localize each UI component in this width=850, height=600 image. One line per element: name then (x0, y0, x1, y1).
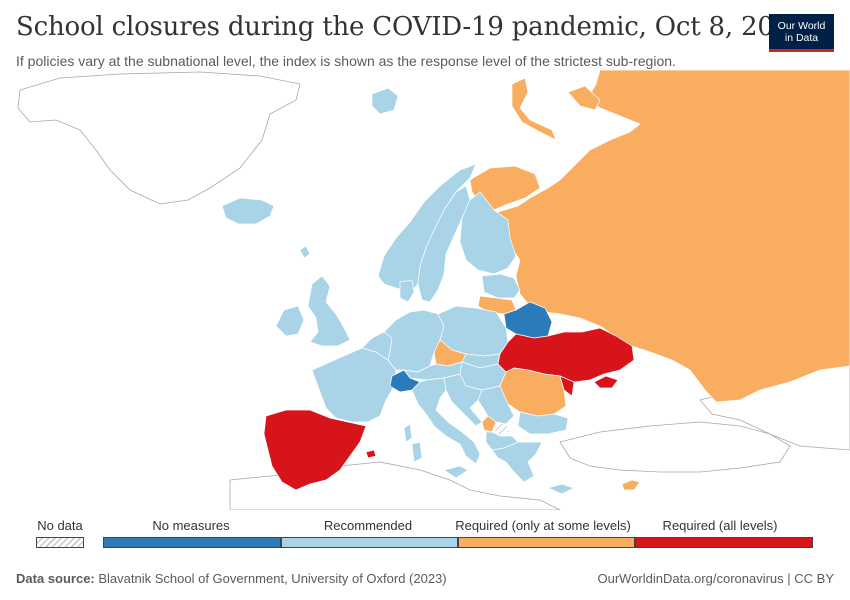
map-legend: No data No measures Recommended Required… (0, 515, 850, 555)
cyprus-shape[interactable] (621, 479, 641, 491)
sardinia-shape[interactable] (411, 441, 423, 463)
legend-no-data-swatch[interactable] (36, 537, 84, 548)
slovenia-croatia-shape[interactable] (443, 373, 483, 427)
legend-required-some-swatch[interactable] (458, 537, 635, 548)
denmark-shape[interactable] (399, 279, 415, 303)
greece-shape[interactable] (491, 441, 543, 483)
data-source-label: Data source: (16, 571, 95, 586)
france-shape[interactable] (311, 347, 397, 423)
finland-shape[interactable] (459, 191, 517, 275)
greenland-shape[interactable] (17, 71, 301, 205)
bulgaria-shape[interactable] (517, 411, 569, 435)
owid-logo[interactable]: Our World in Data (769, 14, 834, 52)
legend-required-some-label: Required (only at some levels) (455, 518, 631, 533)
svalbard-shape[interactable] (371, 87, 399, 115)
legend-no-data-label: No data (37, 518, 83, 533)
license-link[interactable]: OurWorldinData.org/coronavirus | CC BY (597, 571, 834, 586)
italy-shape[interactable] (411, 377, 481, 465)
iceland-shape[interactable] (221, 197, 275, 225)
belarus-shape[interactable] (503, 301, 553, 339)
chart-subtitle: If policies vary at the subnational leve… (16, 53, 676, 69)
data-source-text: Blavatnik School of Government, Universi… (98, 571, 447, 586)
novaya-zemlya-shape[interactable] (511, 77, 557, 141)
crete-shape[interactable] (546, 483, 575, 495)
sicily-shape[interactable] (443, 465, 469, 479)
legend-no-measures-label: No measures (152, 518, 230, 533)
spain-portugal-shape[interactable] (263, 409, 367, 491)
uk-shape[interactable] (307, 275, 351, 347)
faroe-shape[interactable] (299, 245, 311, 259)
germany-shape[interactable] (383, 309, 445, 373)
logo-line-2: in Data (784, 32, 819, 44)
turkey-shape[interactable] (559, 421, 791, 473)
legend-recommended-label: Recommended (323, 518, 413, 533)
legend-required-all-swatch[interactable] (635, 537, 813, 548)
corsica-shape[interactable] (403, 423, 413, 443)
legend-recommended-swatch[interactable] (281, 537, 458, 548)
estonia-latvia-shape[interactable] (481, 273, 521, 299)
legend-no-measures-swatch[interactable] (103, 537, 281, 548)
balearic-shape[interactable] (365, 449, 377, 459)
logo-line-1: Our World (777, 20, 826, 32)
crimea-shape[interactable] (593, 375, 619, 389)
russia-islands-shape[interactable] (567, 85, 601, 111)
chart-title: School closures during the COVID-19 pand… (16, 12, 807, 42)
data-source-note: Data source: Blavatnik School of Governm… (16, 571, 447, 586)
montenegro-shape[interactable] (481, 415, 497, 433)
ireland-shape[interactable] (275, 305, 305, 337)
russia-shape[interactable] (489, 70, 850, 403)
legend-required-all-label: Required (all levels) (662, 518, 778, 533)
europe-map[interactable] (0, 70, 850, 510)
kosovo-shape[interactable] (493, 421, 511, 437)
